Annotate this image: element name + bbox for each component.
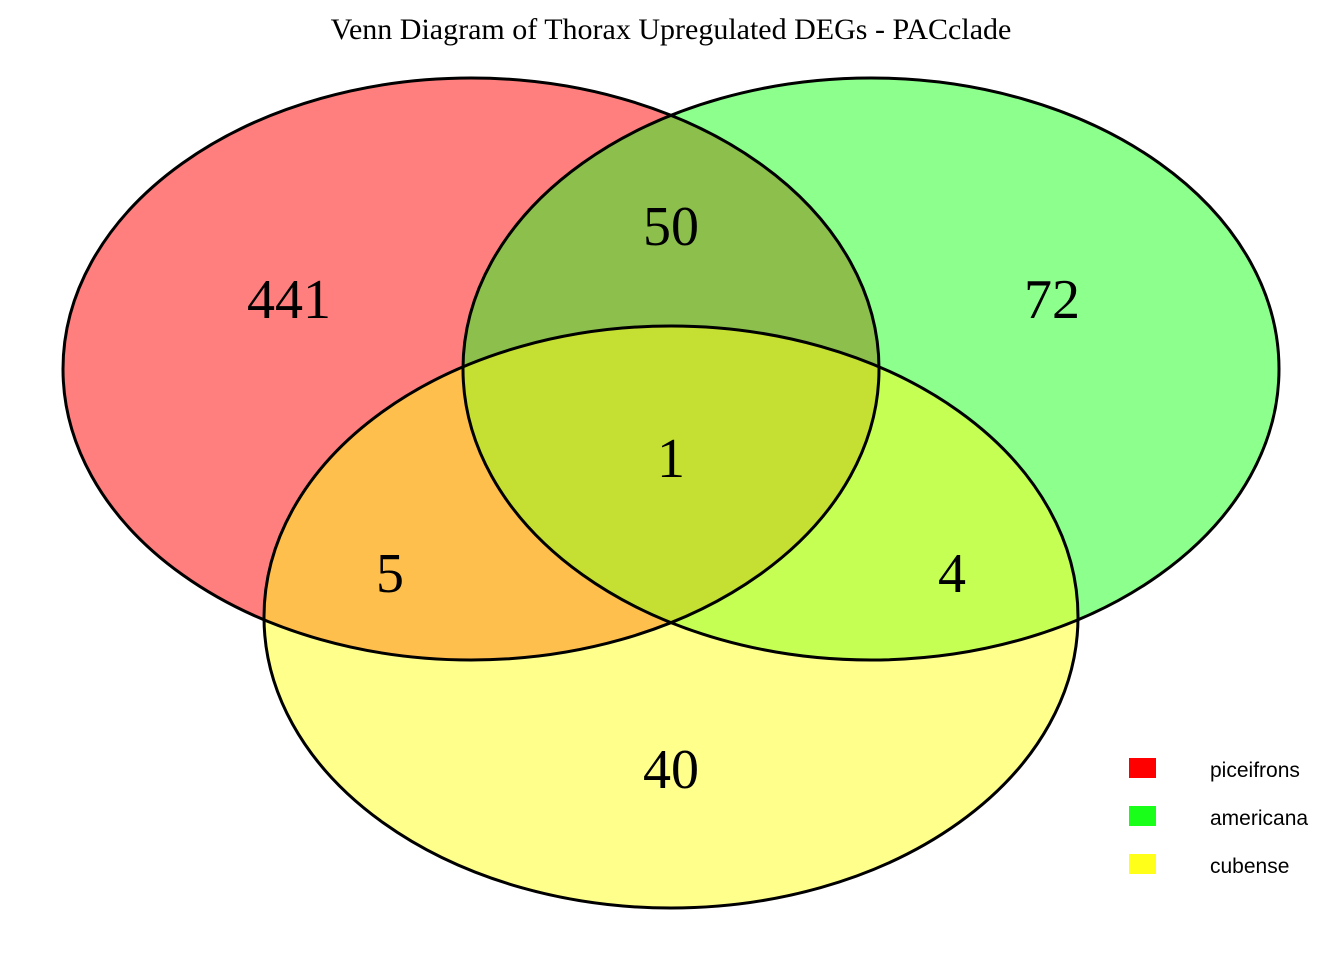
set-cubense-outline xyxy=(262,324,1080,910)
diagram-title: Venn Diagram of Thorax Upregulated DEGs … xyxy=(331,13,1012,46)
set-piceifrons-outline xyxy=(61,76,881,662)
count-cubense-only: 40 xyxy=(643,739,699,801)
count-piceifrons-americana: 50 xyxy=(643,196,699,258)
count-piceifrons-only: 441 xyxy=(247,269,331,331)
count-all-three: 1 xyxy=(657,428,685,490)
set-cubense-fill xyxy=(264,326,1078,908)
legend-label-cubense: cubense xyxy=(1210,855,1289,878)
legend-swatch-americana xyxy=(1129,806,1156,826)
set-americana-outline xyxy=(461,76,1281,662)
count-americana-cubense: 4 xyxy=(938,543,966,605)
count-americana-only: 72 xyxy=(1024,269,1080,331)
legend-label-piceifrons: piceifrons xyxy=(1210,759,1300,782)
legend-swatch-cubense xyxy=(1129,854,1156,874)
legend: piceifrons americana cubense xyxy=(1129,758,1308,878)
legend-swatch-piceifrons xyxy=(1129,758,1156,778)
legend-label-americana: americana xyxy=(1210,807,1308,830)
count-piceifrons-cubense: 5 xyxy=(376,543,404,605)
set-fills xyxy=(63,78,1279,908)
set-outlines xyxy=(61,76,1281,910)
